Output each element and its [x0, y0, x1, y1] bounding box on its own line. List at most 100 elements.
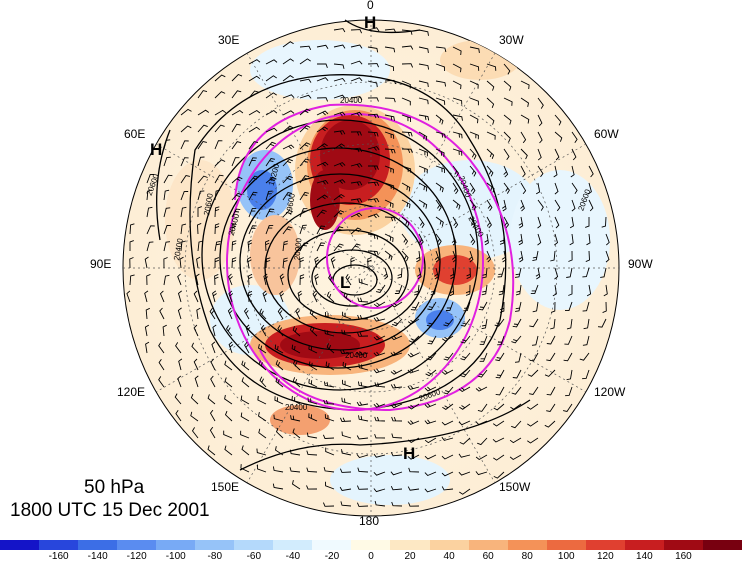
wind-barb	[469, 216, 476, 228]
wind-barb	[323, 381, 335, 388]
wind-barb	[571, 131, 578, 143]
wind-barb	[503, 148, 510, 161]
wind-barb	[401, 45, 414, 50]
wind-barb	[282, 144, 295, 150]
wind-barb	[452, 216, 459, 229]
wind-barb	[582, 301, 590, 312]
wind-barb	[272, 483, 284, 490]
wind-barb	[312, 290, 318, 303]
wind-barb	[408, 467, 420, 473]
wind-barb	[214, 74, 226, 82]
wind-barb	[299, 208, 308, 218]
wind-barb	[458, 471, 471, 476]
wind-barb	[407, 318, 420, 325]
wind-barb	[408, 335, 420, 343]
wind-barb	[177, 307, 182, 320]
contour-label: 20000	[293, 237, 304, 260]
wind-barb	[390, 351, 403, 357]
wind-barb	[401, 165, 412, 173]
wind-barb	[401, 80, 411, 89]
wind-barb	[214, 174, 224, 184]
wind-barb	[492, 420, 505, 427]
wind-barb	[374, 433, 386, 439]
wind-barb	[374, 416, 386, 422]
wind-barb	[384, 233, 394, 243]
wind-barb	[262, 290, 268, 303]
wind-barb	[333, 243, 344, 252]
wind-barb	[129, 240, 134, 251]
wind-barb	[197, 240, 204, 252]
wind-barb	[175, 342, 182, 354]
wind-barb	[324, 329, 335, 337]
wind-barb	[571, 182, 578, 194]
wind-barb	[486, 216, 492, 229]
wind-barb	[248, 75, 261, 82]
wind-barb	[275, 377, 284, 388]
wind-barb	[308, 378, 318, 388]
wind-barb	[163, 207, 171, 218]
wind-barb	[469, 165, 477, 177]
wind-barb	[407, 368, 420, 374]
wind-barb	[325, 447, 335, 456]
wind-barb	[566, 369, 573, 381]
longitude-label-150w: 150W	[499, 480, 531, 494]
wind-barb	[180, 206, 187, 218]
color-bar-swatch	[390, 540, 430, 550]
wind-barb	[240, 412, 250, 422]
wind-barb	[564, 335, 573, 345]
wind-barb	[231, 176, 243, 184]
wind-barb	[601, 216, 607, 228]
wind-barb	[350, 181, 363, 186]
color-bar-swatch	[663, 540, 703, 550]
wind-barb	[350, 147, 363, 153]
wind-barb	[210, 375, 216, 388]
wind-barb	[341, 449, 352, 456]
wind-barb	[384, 148, 396, 154]
wind-barb	[460, 318, 471, 327]
wind-barb	[493, 454, 505, 461]
wind-barb	[566, 267, 573, 278]
high-center-label: H	[364, 13, 376, 32]
wind-barb	[585, 217, 590, 228]
wind-barb	[163, 241, 171, 252]
wind-barb	[231, 208, 241, 218]
wind-barb	[211, 341, 216, 354]
wind-barb	[518, 216, 524, 229]
color-bar-swatch	[468, 540, 508, 550]
wind-barb	[197, 90, 208, 99]
wind-barb	[265, 208, 275, 218]
wind-barb	[309, 309, 318, 320]
wind-barb	[191, 427, 199, 439]
wind-barbs	[126, 27, 610, 507]
wind-barb	[247, 239, 253, 252]
longitude-label-120e: 120E	[117, 385, 146, 399]
wind-barb	[527, 403, 539, 410]
color-bar-swatch	[78, 540, 118, 550]
wind-barb	[240, 430, 250, 439]
wind-barb	[486, 182, 495, 193]
wind-barb	[501, 250, 507, 263]
wind-barb	[323, 399, 335, 405]
wind-barb	[126, 290, 131, 303]
wind-barb	[569, 216, 574, 229]
wind-barb	[469, 97, 479, 106]
wind-barb	[265, 225, 274, 235]
wind-barb	[145, 307, 150, 320]
wind-barb	[529, 352, 539, 362]
wind-barb	[418, 182, 428, 192]
wind-barb	[435, 131, 446, 139]
wind-barb	[129, 274, 135, 286]
wind-barb	[214, 109, 227, 116]
wind-barb	[582, 267, 590, 278]
wind-barb	[384, 79, 397, 85]
wind-barb	[356, 485, 369, 490]
wind-barb	[602, 301, 607, 314]
wind-barb	[449, 267, 455, 280]
wind-barb	[384, 97, 396, 103]
wind-barb	[587, 182, 592, 195]
wind-barb	[435, 165, 446, 174]
wind-barb	[257, 411, 267, 422]
wind-barb	[316, 225, 326, 235]
color-bar-tick-label: -140	[87, 551, 108, 562]
wind-barb	[316, 77, 329, 82]
